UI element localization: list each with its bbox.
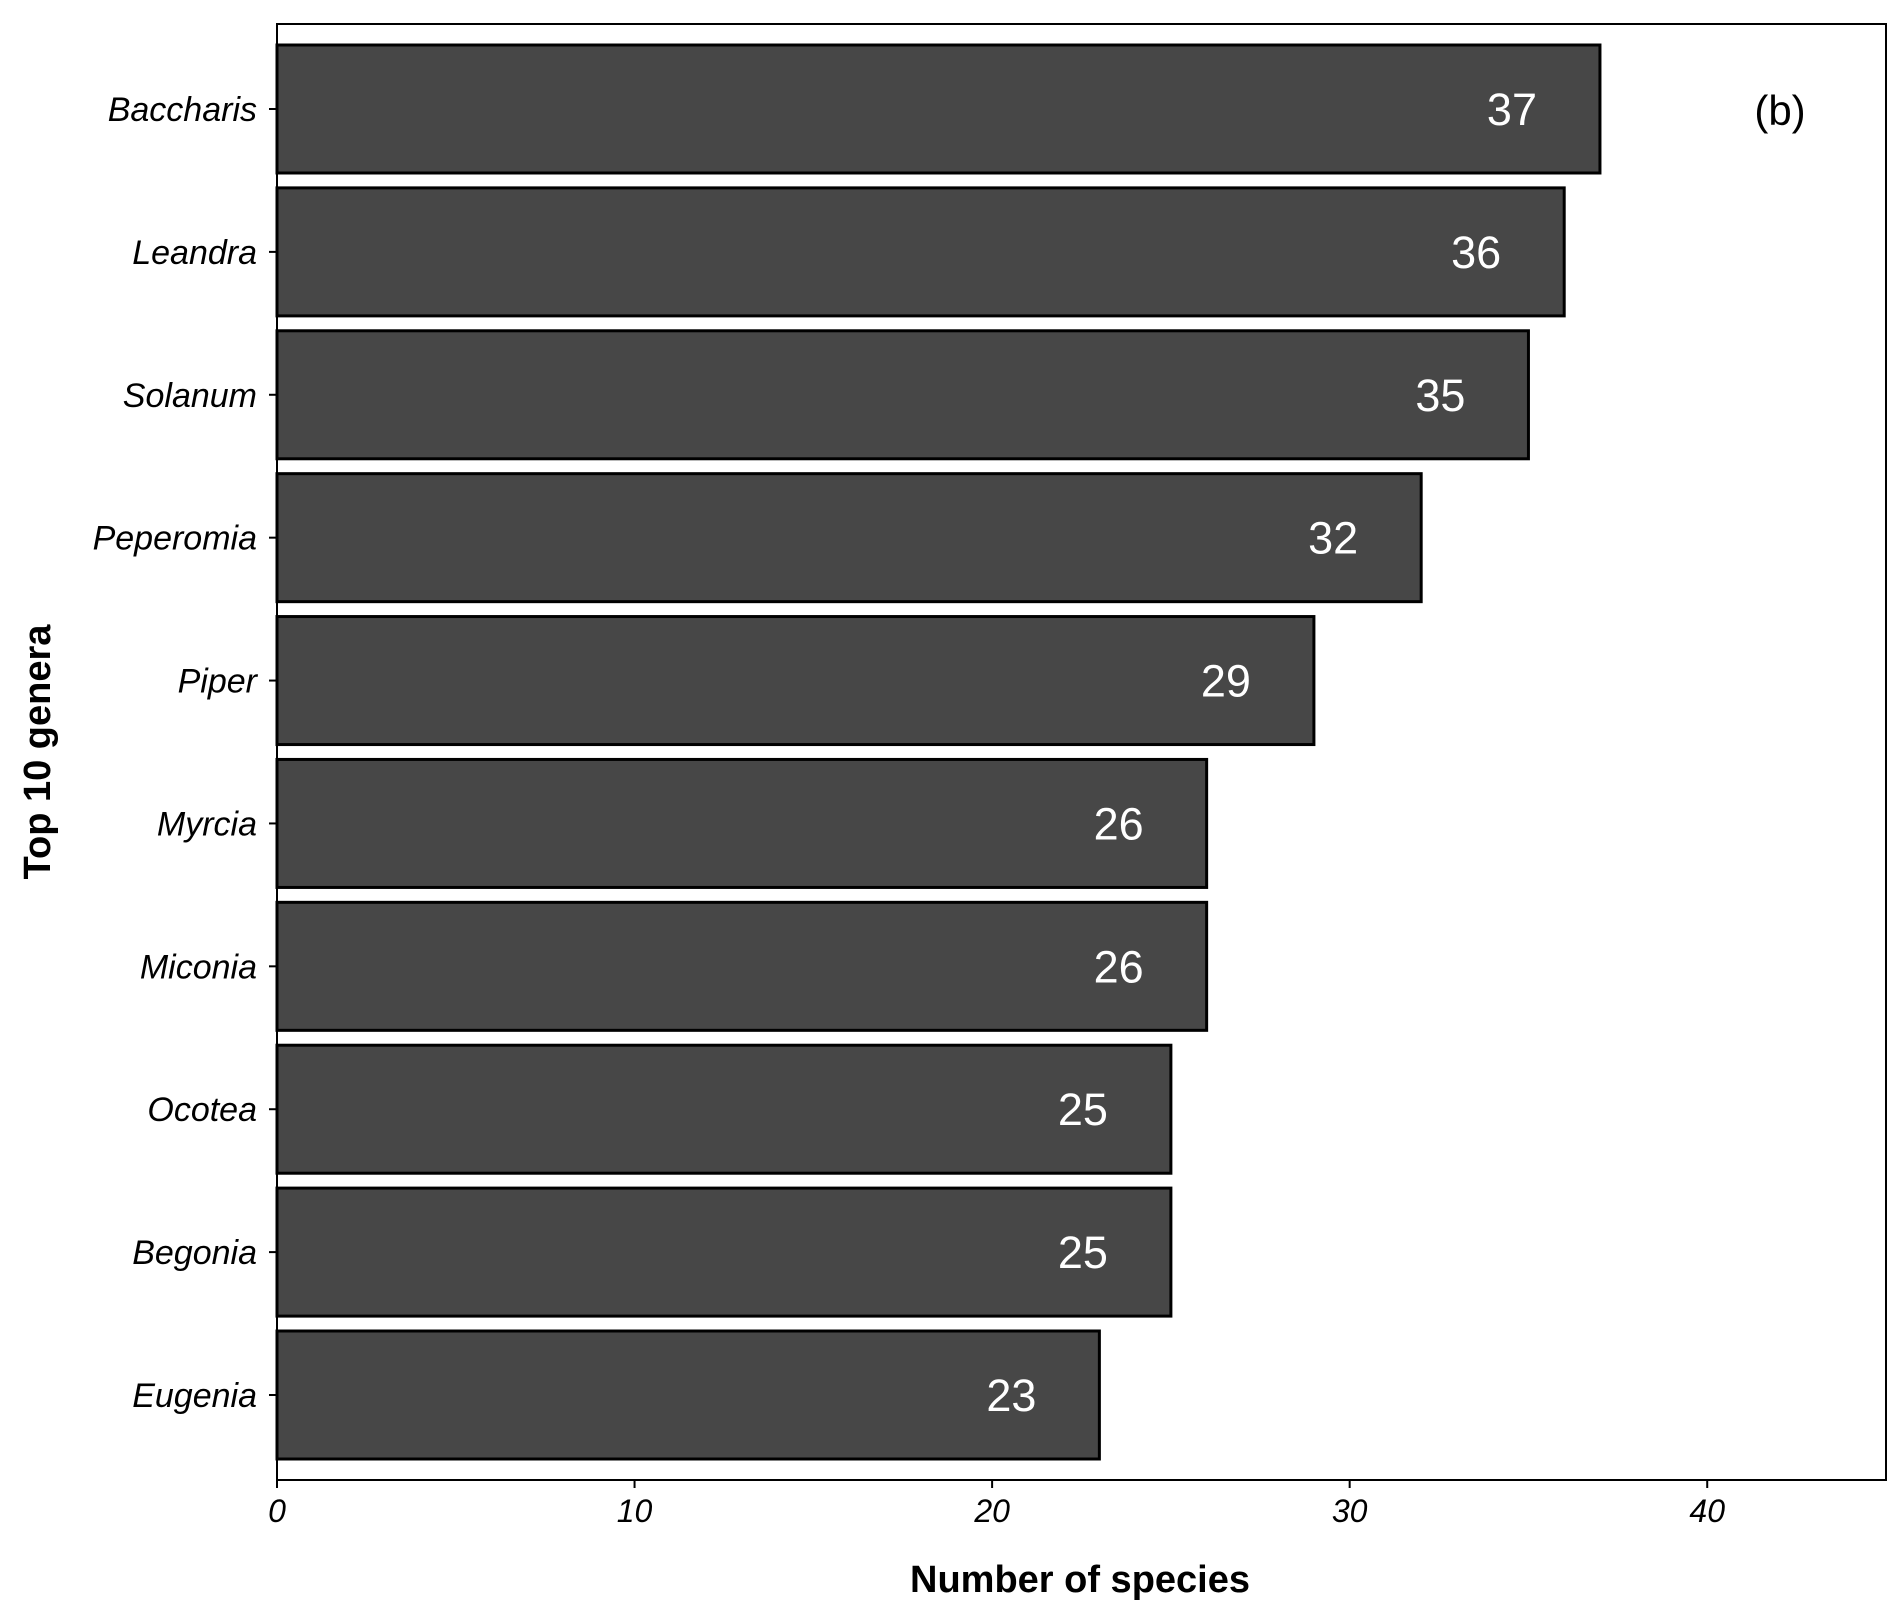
- x-tick-label: 0: [268, 1493, 286, 1529]
- bar-value-label: 29: [1201, 656, 1251, 707]
- bar-leandra: [275, 186, 1566, 318]
- bar-value-label: 37: [1487, 84, 1537, 135]
- panel-label: (b): [1754, 87, 1805, 134]
- x-tick-label: 10: [617, 1493, 653, 1529]
- bar-baccharis: [275, 43, 1602, 175]
- bar-begonia: [275, 1186, 1173, 1318]
- bars: [275, 43, 1602, 1461]
- bar-labels: 37 36 35 32 29 26 26 25 25 23: [986, 84, 1537, 1421]
- y-tick-label: Ocotea: [147, 1091, 257, 1129]
- x-tick-label: 40: [1689, 1493, 1725, 1529]
- y-tick-label: Peperomia: [93, 520, 257, 558]
- y-tick-label: Solanum: [123, 377, 257, 415]
- y-axis: Baccharis Leandra Solanum Peperomia Piper Myr…: [93, 91, 277, 1415]
- y-tick-label: Miconia: [140, 948, 257, 986]
- bar-ocotea: [275, 1043, 1173, 1175]
- y-tick-label: Begonia: [132, 1234, 257, 1272]
- y-tick-label: Myrcia: [157, 805, 257, 843]
- x-tick-label: 30: [1332, 1493, 1368, 1529]
- bar-eugenia: [275, 1329, 1101, 1461]
- x-axis-title: Number of species: [910, 1559, 1250, 1600]
- x-tick-label: 20: [973, 1493, 1010, 1529]
- bar-value-label: 25: [1058, 1084, 1108, 1135]
- bar-value-label: 36: [1451, 227, 1501, 278]
- y-tick-label: Eugenia: [132, 1377, 257, 1415]
- bar-myrcia: [275, 757, 1209, 889]
- bar-value-label: 35: [1415, 370, 1465, 421]
- y-tick-label: Baccharis: [108, 91, 257, 129]
- bar-peperomia: [275, 472, 1423, 604]
- bar-solanum: [275, 329, 1530, 461]
- bar-value-label: 25: [1058, 1227, 1108, 1278]
- bar-value-label: 23: [986, 1370, 1036, 1421]
- y-axis-title: Top 10 genera: [17, 624, 59, 880]
- bar-piper: [275, 615, 1316, 747]
- x-axis: 0 10 20 30 40: [268, 1480, 1725, 1529]
- y-tick-label: Leandra: [132, 234, 257, 272]
- bar-miconia: [275, 900, 1209, 1032]
- y-tick-label: Piper: [178, 663, 259, 701]
- bar-value-label: 26: [1094, 798, 1144, 849]
- bar-value-label: 32: [1308, 513, 1358, 564]
- bar-value-label: 26: [1094, 941, 1144, 992]
